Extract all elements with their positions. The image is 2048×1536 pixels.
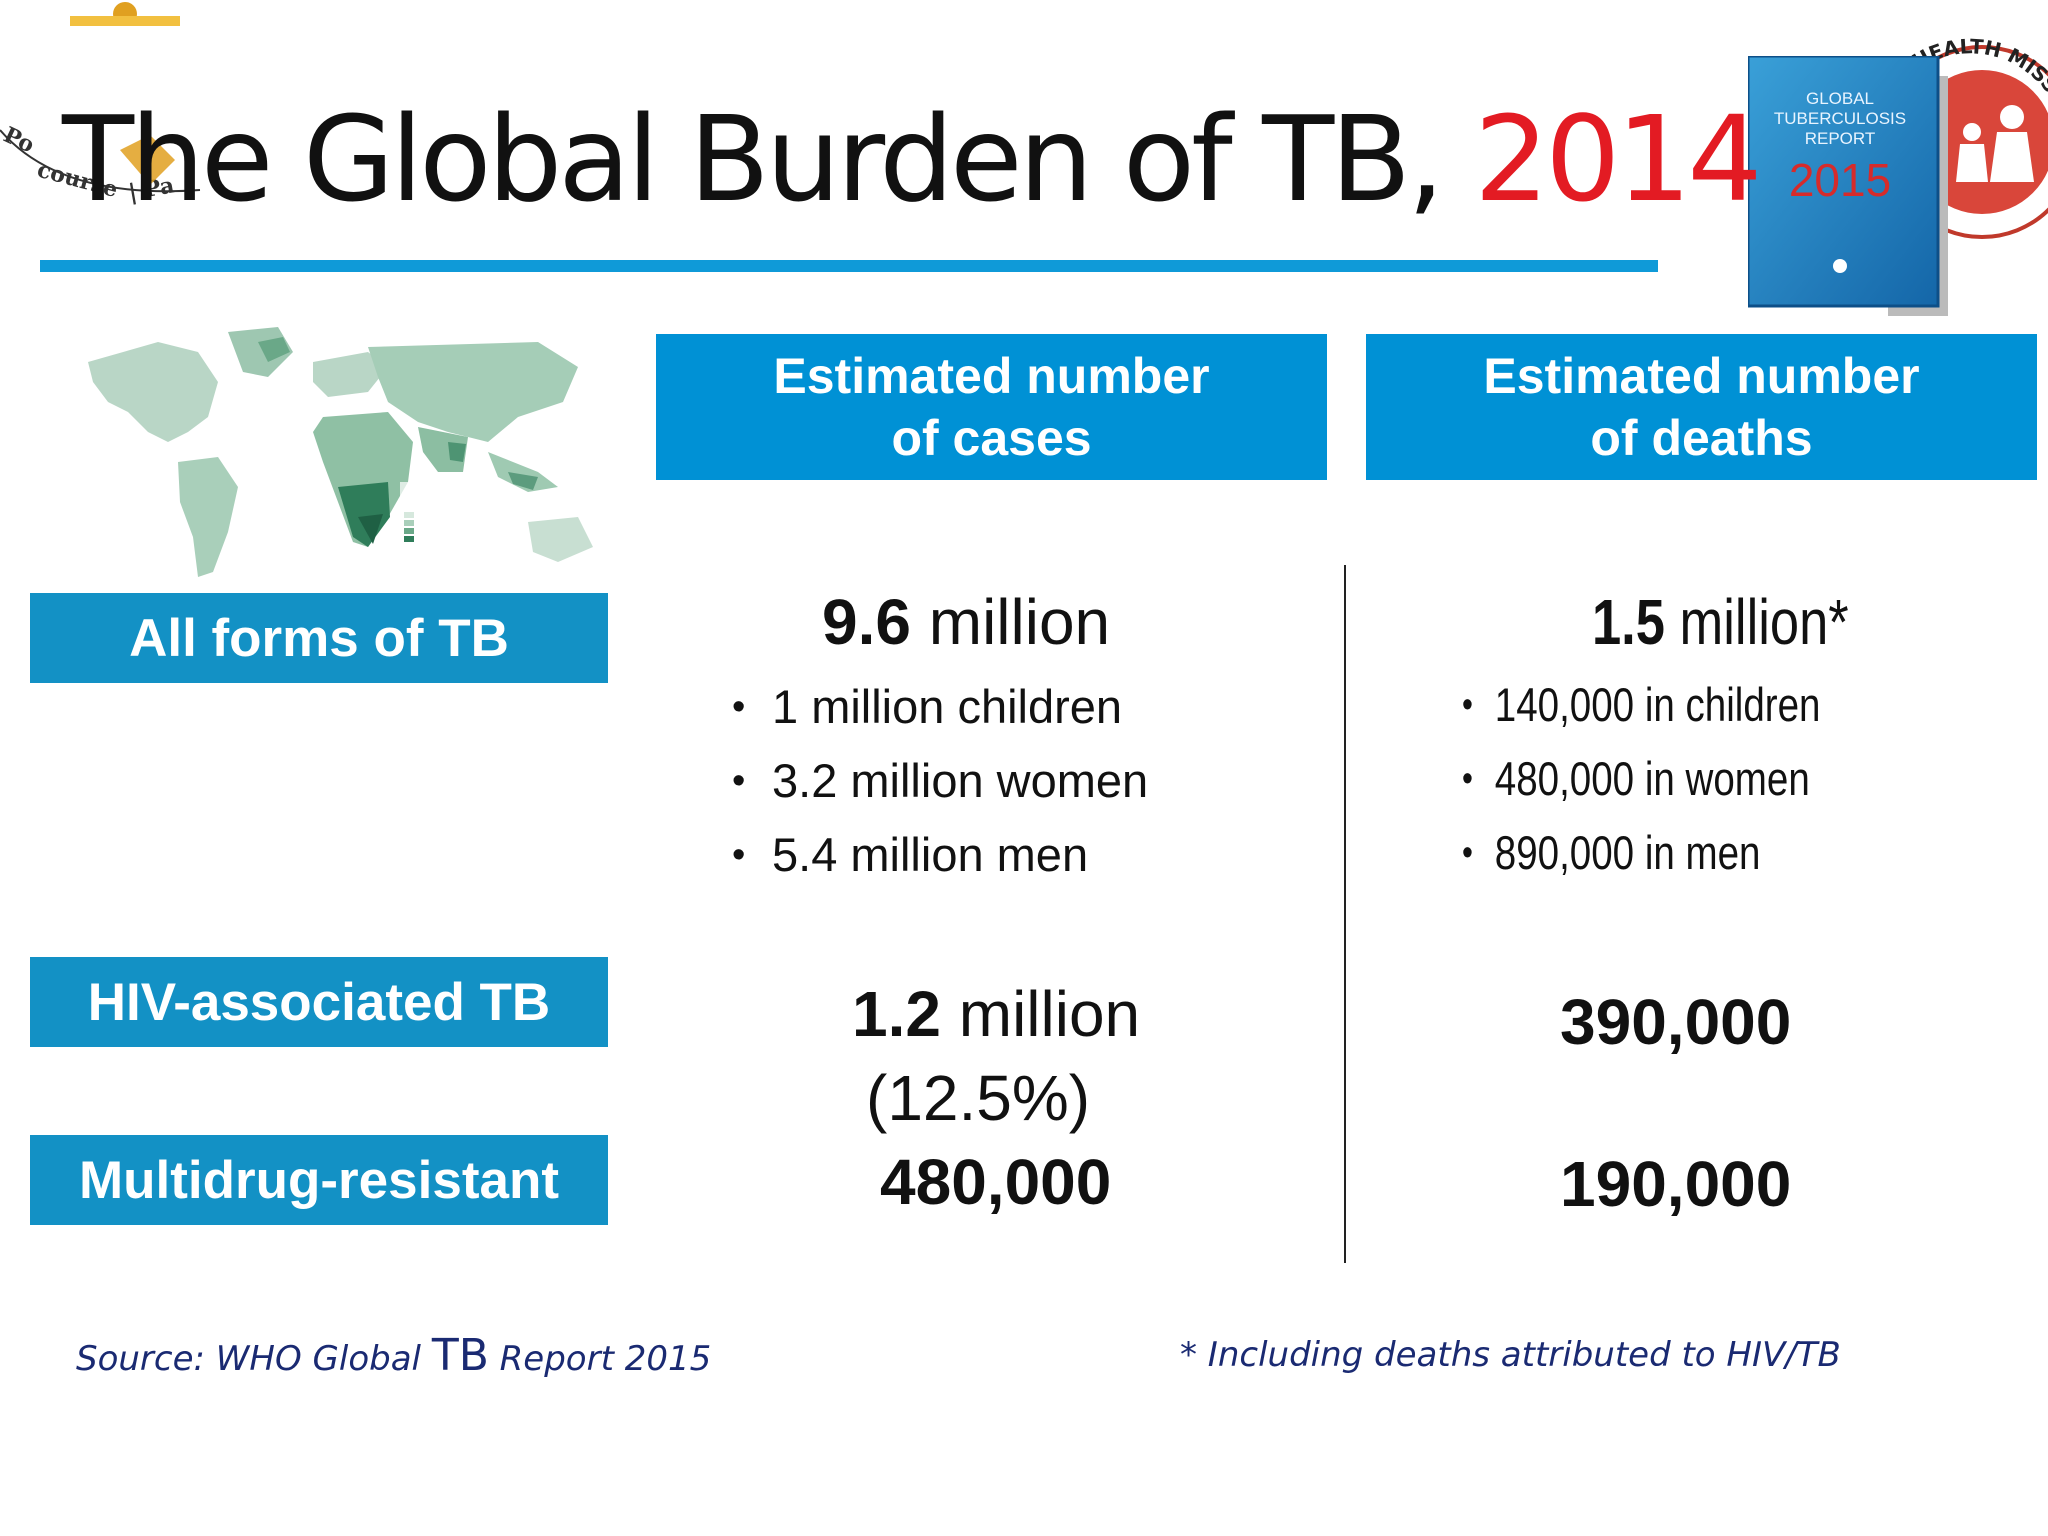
hiv-cases-unit: million (940, 978, 1141, 1050)
report-year: 2015 (1789, 154, 1891, 206)
left-emblem-logo: Po course | Pa (0, 2, 201, 206)
row-label-mdr: Multidrug-resistant (30, 1135, 608, 1225)
header-deaths-line1: Estimated number (1483, 347, 1920, 404)
who-report-cover-image: GLOBAL TUBERCULOSIS REPORT 2015 (1748, 56, 1948, 316)
cases-breakdown-item: • 5.4 million men (732, 828, 1089, 881)
mdr-deaths-value: 190,000 (1560, 1148, 1792, 1220)
deaths-breakdown-item: • 140,000 in children (1462, 678, 1821, 731)
report-line2: TUBERCULOSIS (1774, 109, 1906, 128)
svg-text:Po: Po (0, 122, 38, 159)
header-estimated-deaths: Estimated number of deaths (1366, 334, 2037, 480)
all-forms-cases-unit: million (910, 586, 1111, 658)
all-forms-cases-value: 9.6 (822, 586, 911, 658)
slide-title: The Global Burden of TB, 2014 (62, 100, 1762, 218)
header-deaths-line2: of deaths (1590, 410, 1813, 466)
all-forms-deaths-value: 1.5 (1592, 586, 1665, 658)
header-cases-line1: Estimated number (773, 347, 1210, 404)
hiv-cases-total: 1.2 million (852, 982, 1140, 1046)
deaths-breakdown-item: • 890,000 in men (1462, 826, 1761, 879)
all-forms-cases-total: 9.6 million (822, 590, 1110, 654)
report-line1: GLOBAL (1806, 89, 1874, 108)
all-forms-deaths-total: 1.5 million* (1592, 590, 1849, 654)
deaths-breakdown-item: • 480,000 in women (1462, 752, 1810, 805)
source-note: Source: WHO Global TB Report 2015 (76, 1330, 712, 1381)
header-cases-line2: of cases (891, 410, 1092, 466)
all-forms-deaths-unit: million* (1664, 586, 1849, 658)
title-underline (40, 260, 1658, 272)
hiv-cases-percent: (12.5%) (866, 1062, 1091, 1134)
footnote: * Including deaths attributed to HIV/TB (1180, 1335, 1841, 1375)
row-label-all-forms: All forms of TB (30, 593, 608, 683)
mdr-cases-value: 480,000 (880, 1146, 1112, 1218)
world-map-image (88, 327, 593, 577)
header-estimated-cases: Estimated number of cases (656, 334, 1327, 480)
title-main: The Global Burden of TB, (62, 90, 1475, 228)
cases-breakdown-item: • 1 million children (732, 680, 1123, 733)
hiv-cases-value: 1.2 (852, 978, 941, 1050)
title-year: 2014 (1474, 90, 1762, 228)
column-divider (1344, 565, 1346, 1263)
hiv-deaths-value: 390,000 (1560, 986, 1792, 1058)
cases-breakdown-item: • 3.2 million women (732, 754, 1149, 807)
report-line3: REPORT (1805, 129, 1876, 148)
row-label-hiv: HIV-associated TB (30, 957, 608, 1047)
